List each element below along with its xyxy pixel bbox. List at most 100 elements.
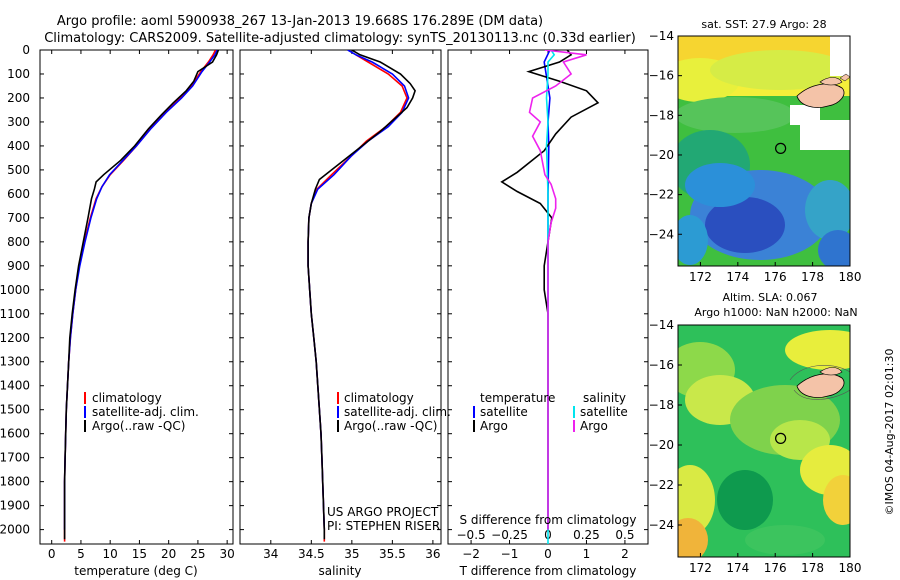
x-tick-label: 1 (583, 547, 591, 561)
depth-tick-label: 1300 (0, 355, 30, 369)
depth-axis: 0 100 200 300 400 500 600 700 800 900 1000 1100 1200… (0, 43, 648, 537)
x-tick-label: 0 (48, 547, 56, 561)
temperature-legend: climatology satellite-adj. clim. Argo(..… (84, 391, 199, 433)
header-line-1: Argo profile: aoml 5900938_267 13-Jan-20… (57, 14, 543, 29)
x-tick-label: 0 (544, 547, 552, 561)
map-x-tick-label: 178 (801, 270, 824, 284)
sst-map-title: sat. SST: 27.9 Argo: 28 (701, 18, 826, 31)
sla-map-field (678, 325, 850, 557)
s-tick-label: 0.25 (573, 528, 600, 542)
legend-label-satellite: satellite-adj. clim. (344, 405, 451, 419)
temperature-axes (39, 49, 234, 545)
sst-map-argo-location-marker (775, 142, 787, 154)
s-difference-x-axis: −0.5 −0.25 0 0.25 0.5 (457, 528, 635, 542)
series-line-temperature-satellite (543, 50, 551, 530)
x-tick-label: 5 (77, 547, 85, 561)
depth-tick-label: 500 (7, 163, 30, 177)
map-y-tick-label: −16 (649, 69, 674, 83)
x-tick-label: 20 (161, 547, 176, 561)
s-tick-label: 0.5 (615, 528, 634, 542)
difference-series (500, 50, 600, 544)
legend-heading-temperature: temperature (480, 391, 555, 405)
depth-tick-label: 1600 (0, 427, 30, 441)
sla-map-axes: 172 174 176 178 180 −14 −16 −18 −20 −22 −24 (649, 318, 862, 575)
map-y-tick-label: −22 (649, 188, 674, 202)
map-x-tick-label: 180 (839, 561, 862, 575)
depth-tick-label: 1400 (0, 379, 30, 393)
x-tick-label: 30 (220, 547, 235, 561)
legend-heading-salinity: salinity (583, 391, 626, 405)
legend-label-climatology: climatology (344, 391, 414, 405)
map-y-tick-label: −18 (649, 398, 674, 412)
depth-tick-label: 1800 (0, 475, 30, 489)
x-tick-label: 35 (344, 547, 359, 561)
depth-tick-label: 1700 (0, 451, 30, 465)
map-y-tick-label: −20 (649, 438, 674, 452)
map-y-tick-label: −14 (649, 318, 674, 332)
difference-legend: temperature salinity satellite satellite… (473, 391, 628, 433)
depth-tick-label: 900 (7, 259, 30, 273)
depth-tick-label: 400 (7, 139, 30, 153)
map-y-tick-label: −24 (649, 227, 674, 241)
series-line-argo (307, 50, 416, 540)
series-line-climatology (63, 50, 217, 542)
series-line-temperature-argo (500, 50, 600, 530)
salinity-x-axis: 34 34.5 35 35.5 36 (263, 50, 441, 561)
depth-tick-label: 600 (7, 187, 30, 201)
x-tick-label: 34.5 (298, 547, 325, 561)
sla-map-argo-location-marker (775, 432, 787, 444)
series-line-argo (63, 50, 220, 540)
sla-map-title-2: Argo h1000: NaN h2000: NaN (694, 306, 857, 319)
depth-tick-label: 0 (22, 43, 30, 57)
t-difference-x-axis: −2 −1 0 1 2 (462, 50, 629, 561)
legend-label-s-satellite: satellite (580, 405, 628, 419)
x-tick-label: 35.5 (379, 547, 406, 561)
s-difference-label: S difference from climatology (460, 513, 637, 527)
salinity-axes (239, 49, 442, 545)
depth-tick-label: 1100 (0, 307, 30, 321)
t-difference-xlabel: T difference from climatology (459, 564, 637, 578)
sst-map-frame (677, 35, 851, 267)
x-tick-label: 34 (263, 547, 278, 561)
s-tick-label: −0.25 (491, 528, 528, 542)
sla-map-title-1: Altim. SLA: 0.067 (722, 291, 817, 304)
map-y-tick-label: −14 (649, 29, 674, 43)
project-line-1: US ARGO PROJECT (327, 505, 439, 519)
legend-label-climatology: climatology (92, 391, 162, 405)
x-tick-label: −1 (501, 547, 519, 561)
temperature-series (63, 50, 220, 542)
map-y-tick-label: −24 (649, 518, 674, 532)
map-x-tick-label: 176 (764, 561, 787, 575)
legend-label-t-argo: Argo (480, 419, 508, 433)
salinity-series (307, 50, 416, 542)
x-tick-label: 25 (190, 547, 205, 561)
map-x-tick-label: 174 (726, 561, 749, 575)
s-tick-label: −0.5 (457, 528, 486, 542)
series-line-satellite-adj-clim- (63, 50, 218, 530)
map-y-tick-label: −20 (649, 148, 674, 162)
depth-tick-label: 1500 (0, 403, 30, 417)
sla-map-frame (677, 324, 851, 558)
legend-label-argo: Argo(..raw -QC) (344, 419, 437, 433)
map-y-tick-label: −18 (649, 108, 674, 122)
x-tick-label: −2 (462, 547, 480, 561)
sst-map-field (678, 36, 850, 266)
salinity-legend: climatology satellite-adj. clim. Argo(..… (337, 391, 451, 433)
temperature-x-axis: 0 5 10 15 20 25 30 (48, 50, 235, 561)
project-line-2: PI: STEPHEN RISER (327, 519, 440, 533)
map-x-tick-label: 180 (839, 270, 862, 284)
x-tick-label: 15 (132, 547, 147, 561)
x-tick-label: 2 (621, 547, 629, 561)
legend-label-argo: Argo(..raw -QC) (92, 419, 185, 433)
sst-map-axes: 172 174 176 178 180 −14 −16 −18 −20 −22 −24 (649, 29, 862, 284)
temperature-xlabel: temperature (deg C) (74, 564, 197, 578)
depth-tick-label: 100 (7, 67, 30, 81)
legend-label-satellite: satellite-adj. clim. (92, 405, 199, 419)
map-y-tick-label: −16 (649, 358, 674, 372)
depth-tick-label: 700 (7, 211, 30, 225)
depth-tick-label: 2000 (0, 523, 30, 537)
series-line-satellite-adj-clim- (307, 50, 410, 530)
map-x-tick-label: 174 (726, 270, 749, 284)
map-y-tick-label: −22 (649, 478, 674, 492)
